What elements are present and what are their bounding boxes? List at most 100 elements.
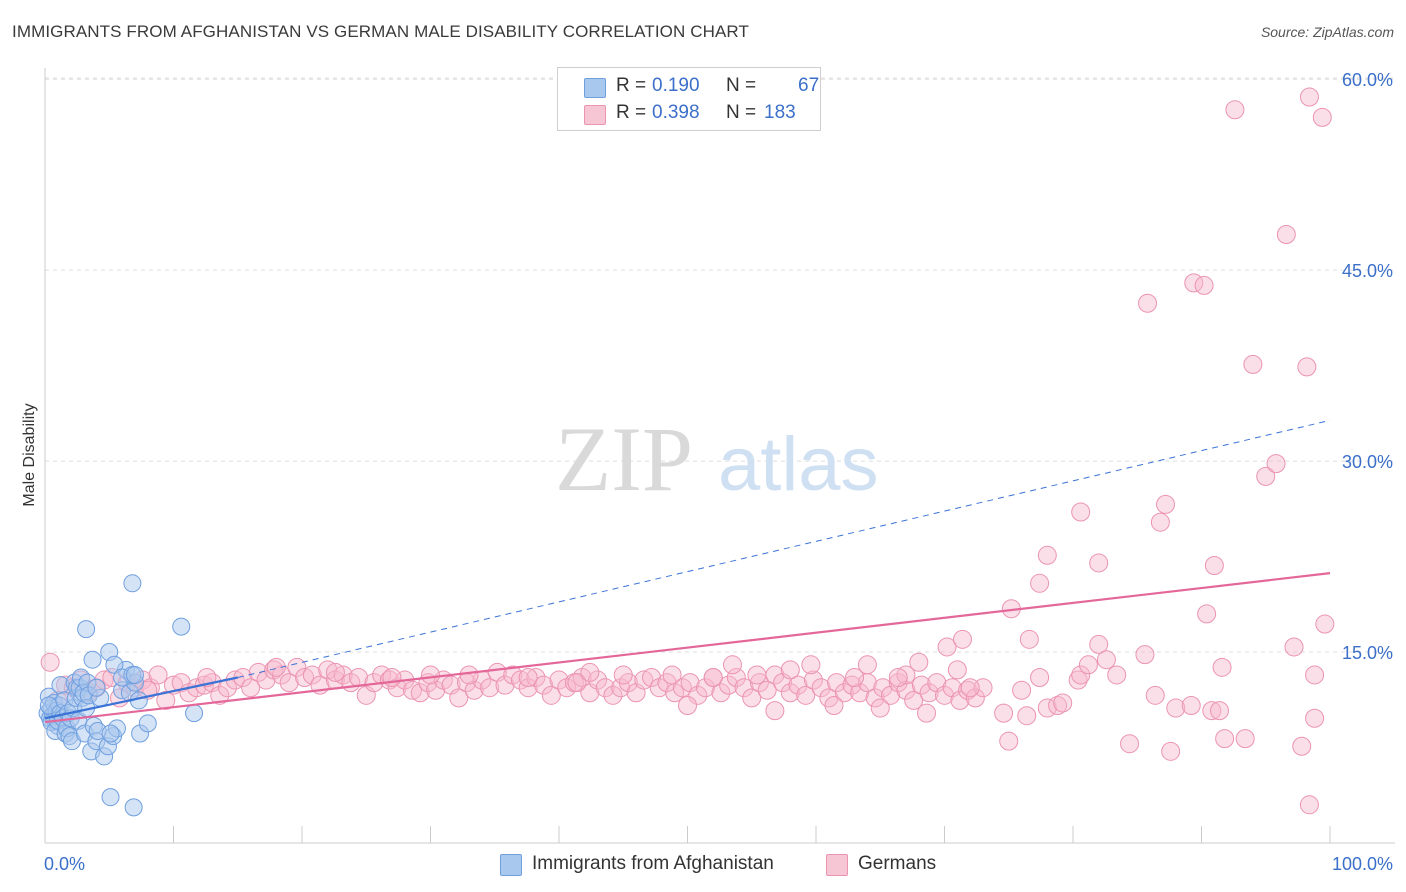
- germans-point: [801, 655, 821, 675]
- germans-point: [834, 683, 854, 703]
- germans-point: [1048, 696, 1068, 716]
- legend-n-value: 183: [764, 102, 796, 123]
- afghanistan-point: [123, 574, 142, 593]
- afghanistan-point: [172, 617, 191, 636]
- germans-point: [1145, 685, 1165, 705]
- germans-point: [888, 673, 908, 693]
- germans-point: [960, 678, 980, 698]
- germans-point: [842, 675, 862, 695]
- afghanistan-point: [77, 620, 96, 639]
- grid-lines: [45, 77, 1395, 653]
- legend-n-value: 67: [798, 75, 820, 96]
- afghanistan-point: [185, 704, 204, 723]
- germans-point: [642, 668, 662, 688]
- germans-point: [711, 683, 731, 703]
- germans-point: [865, 688, 885, 708]
- tick-labels: 15.0% 30.0% 45.0% 60.0% 0.0% 100.0%: [44, 70, 1393, 874]
- germans-point: [480, 678, 500, 698]
- germans-point: [780, 683, 800, 703]
- germans-point: [950, 690, 970, 710]
- germans-point: [909, 652, 929, 672]
- germans-point: [1030, 573, 1050, 593]
- germans-point: [958, 680, 978, 700]
- germans-point: [210, 685, 230, 705]
- germans-point: [510, 670, 530, 690]
- germans-point: [678, 696, 697, 716]
- germans-point: [325, 662, 345, 682]
- legend-r-value: 0.398: [652, 102, 700, 123]
- germans-point: [1068, 670, 1088, 690]
- germans-point: [410, 683, 430, 703]
- germans-point: [703, 668, 723, 688]
- germans-point: [919, 683, 939, 703]
- correlation-legend: R = 0.190 N = 67 R = 0.398 N = 183: [557, 67, 821, 131]
- germans-point: [796, 685, 816, 705]
- germans-point: [1135, 645, 1155, 665]
- germans-point: [719, 675, 739, 695]
- germans-point: [749, 673, 769, 693]
- germans-point: [1019, 629, 1039, 649]
- germans-point: [1071, 502, 1091, 522]
- germans-point: [1012, 680, 1032, 700]
- legend-n-label: N =: [726, 102, 757, 123]
- watermark-zip: ZIP: [555, 408, 693, 510]
- germans-point: [613, 665, 633, 685]
- germans-point: [845, 668, 865, 688]
- source-credit: Source: ZipAtlas.com: [1260, 24, 1394, 40]
- germans-point: [459, 665, 479, 685]
- legend-r-value: 0.190: [652, 75, 700, 96]
- germans-point: [850, 683, 870, 703]
- legend-label-afghanistan: Immigrants from Afghanistan: [532, 853, 774, 874]
- legend-label-germans: Germans: [858, 853, 937, 874]
- germans-point: [827, 673, 847, 693]
- legend-swatch-blue: [584, 78, 606, 98]
- germans-point: [870, 698, 890, 718]
- afghanistan-trend-line: [44, 676, 238, 720]
- germans-point: [811, 678, 831, 698]
- germans-point: [518, 678, 538, 698]
- germans-point: [1299, 87, 1319, 107]
- trend-lines: [44, 419, 1331, 724]
- germans-point: [722, 655, 742, 675]
- germans-point: [40, 652, 60, 672]
- germans-point: [999, 731, 1019, 751]
- germans-point: [279, 673, 299, 693]
- germans-point: [857, 655, 877, 675]
- germans-point: [1096, 650, 1116, 670]
- afghanistan-point: [124, 798, 143, 817]
- germans-point: [1089, 553, 1109, 573]
- afghanistan-point: [101, 788, 120, 807]
- legend-n-label: N =: [726, 75, 757, 96]
- germans-point: [1305, 708, 1325, 728]
- germans-point: [421, 665, 440, 685]
- germans-point: [1120, 734, 1140, 754]
- germans-point: [734, 678, 754, 698]
- watermark: ZIP atlas: [555, 408, 879, 510]
- germans-point: [757, 680, 777, 700]
- y-tick-label: 60.0%: [1342, 70, 1393, 90]
- germans-point: [526, 668, 546, 688]
- germans-point: [742, 688, 762, 708]
- legend-swatch-germans: [826, 854, 848, 876]
- y-tick-label: 30.0%: [1342, 452, 1393, 472]
- germans-point: [1297, 357, 1317, 377]
- germans-point: [965, 688, 985, 708]
- watermark-atlas: atlas: [718, 422, 879, 507]
- germans-point: [518, 668, 538, 688]
- germans-point: [318, 660, 338, 680]
- germans-point: [241, 678, 261, 698]
- afghanistan-trend-extension: [237, 419, 1331, 678]
- legend-swatch-afghanistan: [500, 854, 522, 876]
- germans-point: [937, 637, 957, 657]
- germans-point: [1197, 604, 1217, 624]
- afghanistan-point: [138, 714, 157, 733]
- germans-point: [534, 675, 554, 695]
- afghanistan-point: [87, 678, 106, 697]
- germans-point: [1215, 729, 1235, 749]
- germans-point: [1194, 275, 1214, 295]
- germans-point: [580, 662, 600, 682]
- germans-point: [1078, 655, 1098, 675]
- germans-point: [1150, 512, 1170, 532]
- germans-point: [1243, 354, 1263, 374]
